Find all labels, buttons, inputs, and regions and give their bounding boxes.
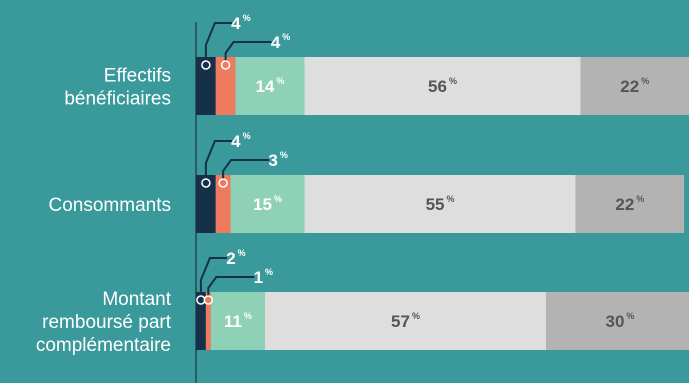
bar-segment bbox=[215, 57, 236, 115]
bar-segment bbox=[304, 57, 581, 115]
bar-segment bbox=[196, 57, 216, 115]
callout-label: 1% bbox=[254, 267, 273, 287]
bar-segment bbox=[205, 292, 211, 350]
bar-segment bbox=[196, 175, 216, 233]
callout-line bbox=[204, 140, 232, 179]
callout-label: 2% bbox=[226, 248, 245, 268]
callout-marker bbox=[201, 60, 211, 70]
bar-segment bbox=[575, 175, 685, 233]
callout-marker bbox=[218, 178, 228, 188]
callout-marker bbox=[203, 295, 214, 305]
bar-segment bbox=[230, 175, 305, 233]
callout-label: 3% bbox=[268, 150, 287, 170]
category-label: bénéficiaires bbox=[64, 89, 171, 110]
callout-label: 4% bbox=[271, 32, 290, 52]
bar-segment bbox=[304, 175, 576, 233]
bar-segment bbox=[196, 292, 206, 350]
callout-line bbox=[199, 257, 227, 296]
callout-line bbox=[224, 41, 272, 61]
category-label: complémentaire bbox=[36, 335, 171, 356]
callout-line bbox=[222, 159, 270, 179]
bar-segment bbox=[265, 292, 547, 350]
category-label: remboursé part bbox=[42, 312, 172, 333]
callout-label: 4% bbox=[231, 131, 250, 151]
category-label: Consommants bbox=[49, 195, 172, 216]
bar-segment bbox=[580, 57, 689, 115]
callout-marker bbox=[220, 60, 231, 70]
bar-segment bbox=[546, 292, 689, 350]
callout-label: 4% bbox=[231, 13, 250, 33]
category-label: Montant bbox=[102, 289, 171, 310]
bar-segment bbox=[215, 175, 231, 233]
bar-segment bbox=[235, 57, 305, 115]
bar-segment bbox=[210, 292, 266, 350]
callout-marker bbox=[201, 178, 211, 188]
category-label: Effectifs bbox=[104, 66, 171, 87]
callout-line bbox=[207, 276, 255, 296]
callout-line bbox=[204, 22, 232, 61]
bars-layer bbox=[196, 57, 689, 350]
